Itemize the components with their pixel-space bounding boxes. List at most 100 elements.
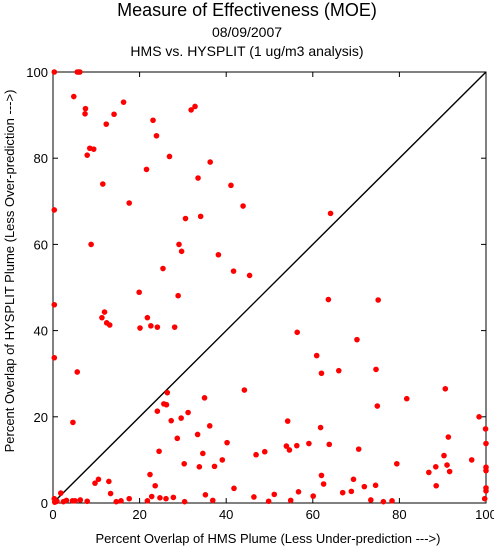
data-point [106, 322, 113, 328]
data-point [287, 497, 294, 504]
data-point [441, 452, 447, 459]
data-point [231, 485, 237, 492]
data-point [77, 69, 83, 75]
data-point [150, 117, 156, 124]
y-tick-label: 20 [34, 410, 48, 425]
data-point [136, 289, 142, 296]
x-axis-label: Percent Overlap of HMS Plume (Less Under… [96, 531, 441, 546]
data-point [188, 107, 194, 113]
data-point [286, 447, 293, 453]
data-point [202, 492, 209, 498]
data-point [164, 389, 171, 396]
data-point [163, 401, 170, 408]
data-point [126, 495, 133, 502]
data-point [156, 448, 162, 455]
data-point [294, 329, 301, 336]
data-point [51, 499, 58, 505]
data-point [60, 498, 67, 505]
data-point [84, 498, 91, 505]
x-tick-label: 20 [132, 507, 146, 522]
data-point [403, 395, 410, 402]
data-point [157, 495, 163, 501]
data-point [144, 314, 151, 321]
data-point [160, 265, 166, 272]
data-point [442, 385, 449, 392]
data-point [241, 387, 248, 393]
data-point [209, 497, 216, 504]
data-point [389, 498, 395, 504]
data-point [313, 352, 320, 359]
data-point [295, 488, 302, 495]
data-point [106, 478, 112, 485]
y-tick-label: 40 [34, 324, 48, 339]
x-tick-label: 0 [49, 507, 56, 522]
data-point [192, 103, 198, 110]
data-point [148, 493, 155, 500]
data-point [176, 241, 182, 248]
data-point [476, 414, 482, 420]
data-point [426, 469, 432, 476]
data-point [206, 423, 213, 429]
data-point [318, 370, 325, 377]
chart-axes: 0 20 40 60 80 100 0 20 40 60 80 100 [26, 65, 494, 522]
data-point [51, 354, 58, 361]
data-point [107, 490, 114, 497]
data-point [84, 152, 91, 158]
data-point [70, 93, 77, 100]
data-point [171, 324, 178, 330]
data-point [196, 463, 203, 470]
chart-title: Measure of Effectiveness (MOE) [117, 0, 377, 20]
data-point [481, 495, 488, 502]
data-point [143, 166, 150, 173]
data-point [230, 268, 237, 274]
data-point [201, 395, 208, 401]
data-point [74, 369, 81, 375]
data-point [82, 105, 89, 112]
data-point [148, 323, 154, 329]
data-point [219, 457, 226, 463]
data-point [185, 409, 191, 416]
data-point [394, 460, 400, 467]
data-point [374, 403, 381, 409]
data-point [144, 498, 151, 504]
chart-subtitle-analysis: HMS vs. HYSPLIT (1 ug/m3 analysis) [130, 43, 364, 59]
x-tick-label: 100 [475, 507, 494, 522]
data-point [251, 494, 257, 500]
y-tick-label: 60 [34, 237, 48, 252]
y-tick-label: 0 [41, 496, 48, 511]
data-point [271, 491, 278, 498]
data-point [152, 482, 158, 489]
data-point [178, 415, 184, 421]
data-point [197, 213, 204, 220]
data-point [99, 181, 106, 187]
data-point [51, 301, 58, 308]
data-point [445, 434, 452, 440]
data-point [166, 153, 173, 160]
data-point [182, 215, 189, 222]
data-point [153, 132, 160, 139]
y-axis-label: Percent Overlap of HYSPLIT Plume (Less O… [2, 90, 17, 453]
data-point [51, 69, 58, 75]
data-point [70, 419, 76, 426]
data-point [92, 480, 98, 486]
data-point [317, 424, 324, 431]
data-point [101, 309, 108, 315]
data-point [310, 493, 317, 499]
data-point [170, 494, 177, 501]
data-point [120, 99, 127, 105]
data-point [432, 463, 439, 470]
data-point [318, 472, 325, 479]
data-point [433, 482, 440, 489]
data-point [483, 440, 489, 447]
data-point [154, 324, 161, 330]
data-point [181, 498, 188, 505]
data-point [154, 408, 161, 414]
data-point [468, 457, 475, 463]
data-point [163, 495, 169, 502]
data-point [174, 435, 181, 442]
data-point [215, 251, 222, 258]
data-point [446, 468, 453, 475]
data-point [126, 200, 133, 206]
data-point [175, 292, 181, 299]
